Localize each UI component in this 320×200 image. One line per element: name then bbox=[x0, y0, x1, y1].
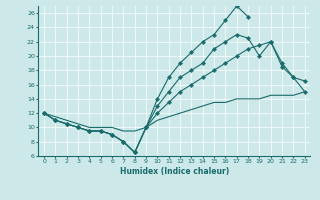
X-axis label: Humidex (Indice chaleur): Humidex (Indice chaleur) bbox=[120, 167, 229, 176]
